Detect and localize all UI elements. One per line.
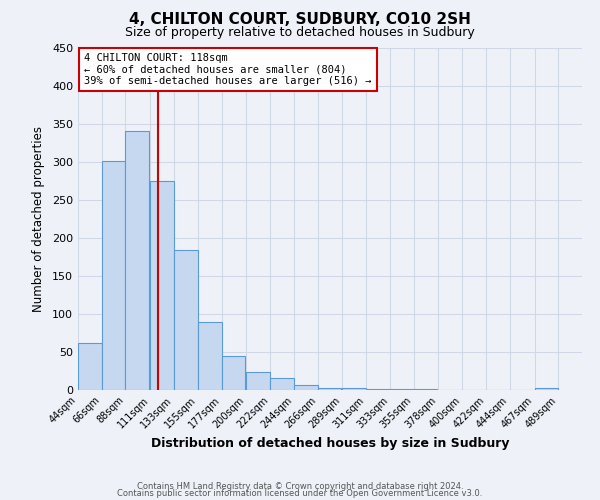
Bar <box>125 131 149 390</box>
Bar <box>294 384 317 390</box>
Bar <box>535 388 558 390</box>
Bar <box>413 389 437 390</box>
Text: Size of property relative to detached houses in Sudbury: Size of property relative to detached ho… <box>125 26 475 39</box>
Y-axis label: Number of detached properties: Number of detached properties <box>32 126 45 312</box>
Bar <box>317 388 341 390</box>
Bar <box>151 180 174 390</box>
Bar <box>174 250 198 390</box>
Text: Contains HM Land Registry data © Crown copyright and database right 2024.: Contains HM Land Registry data © Crown c… <box>137 482 463 491</box>
Text: Contains public sector information licensed under the Open Government Licence v3: Contains public sector information licen… <box>118 490 482 498</box>
Bar <box>247 372 270 390</box>
Bar <box>366 389 390 390</box>
Bar <box>78 343 102 390</box>
Bar <box>343 388 366 390</box>
Text: 4, CHILTON COURT, SUDBURY, CO10 2SH: 4, CHILTON COURT, SUDBURY, CO10 2SH <box>129 12 471 28</box>
Bar <box>390 389 413 390</box>
Bar <box>221 356 245 390</box>
Bar <box>270 378 294 390</box>
Text: 4 CHILTON COURT: 118sqm
← 60% of detached houses are smaller (804)
39% of semi-d: 4 CHILTON COURT: 118sqm ← 60% of detache… <box>85 53 372 86</box>
Bar <box>198 322 221 390</box>
Bar <box>102 161 125 390</box>
X-axis label: Distribution of detached houses by size in Sudbury: Distribution of detached houses by size … <box>151 437 509 450</box>
